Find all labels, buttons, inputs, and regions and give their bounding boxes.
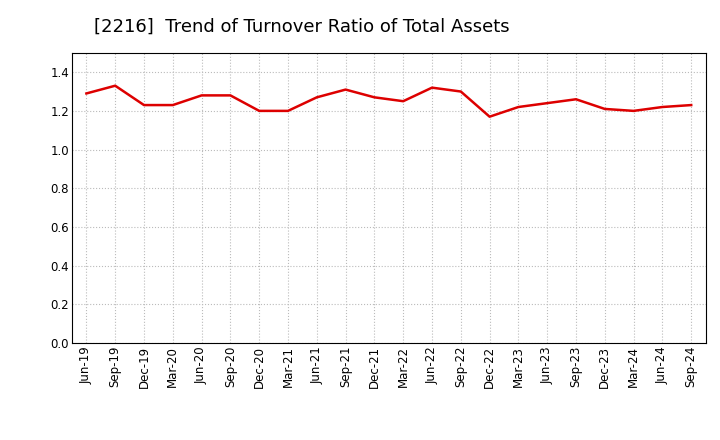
Text: [2216]  Trend of Turnover Ratio of Total Assets: [2216] Trend of Turnover Ratio of Total … xyxy=(94,18,509,36)
